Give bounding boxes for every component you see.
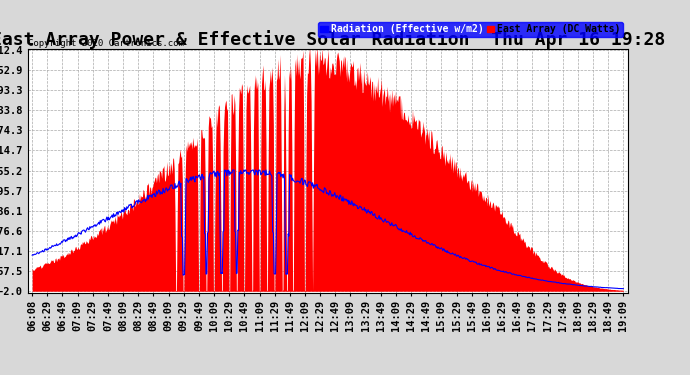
Title: East Array Power & Effective Solar Radiation  Thu Apr 16 19:28: East Array Power & Effective Solar Radia… [0, 30, 665, 49]
Text: Copyright 2020 Cartronics.com: Copyright 2020 Cartronics.com [28, 39, 184, 48]
Legend: Radiation (Effective w/m2), East Array (DC Watts): Radiation (Effective w/m2), East Array (… [318, 22, 623, 37]
